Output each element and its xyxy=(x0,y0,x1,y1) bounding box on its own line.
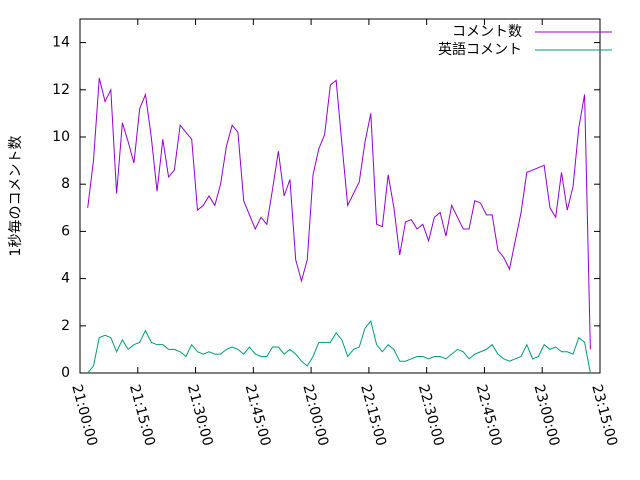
x-tick-label: 23:00:00 xyxy=(530,383,562,448)
y-tick-label: 0 xyxy=(61,365,70,381)
x-tick-label: 21:45:00 xyxy=(242,383,274,448)
x-tick-label: 22:00:00 xyxy=(299,383,331,448)
series-line xyxy=(87,319,591,374)
x-tick-label: 22:30:00 xyxy=(415,383,447,448)
y-tick-label: 6 xyxy=(61,223,70,239)
series-line xyxy=(87,77,591,350)
plot-border xyxy=(79,18,601,374)
y-axis-label: 1秒毎のコメント数 xyxy=(8,136,24,257)
y-tick-label: 2 xyxy=(61,318,70,334)
legend-label: 英語コメント xyxy=(438,41,522,58)
x-tick-label: 22:15:00 xyxy=(357,383,389,448)
y-tick-label: 10 xyxy=(52,129,70,145)
x-tick-label: 21:00:00 xyxy=(68,383,100,448)
y-tick-label: 14 xyxy=(52,35,70,51)
x-tick-label: 21:15:00 xyxy=(126,383,158,448)
x-tick-label: 23:15:00 xyxy=(588,383,620,448)
y-tick-label: 8 xyxy=(61,176,70,192)
legend-label: コメント数 xyxy=(452,24,522,40)
x-tick-label: 22:45:00 xyxy=(473,383,505,448)
y-tick-label: 12 xyxy=(52,82,70,98)
y-tick-label: 4 xyxy=(61,271,70,287)
x-tick-label: 21:30:00 xyxy=(184,383,216,448)
